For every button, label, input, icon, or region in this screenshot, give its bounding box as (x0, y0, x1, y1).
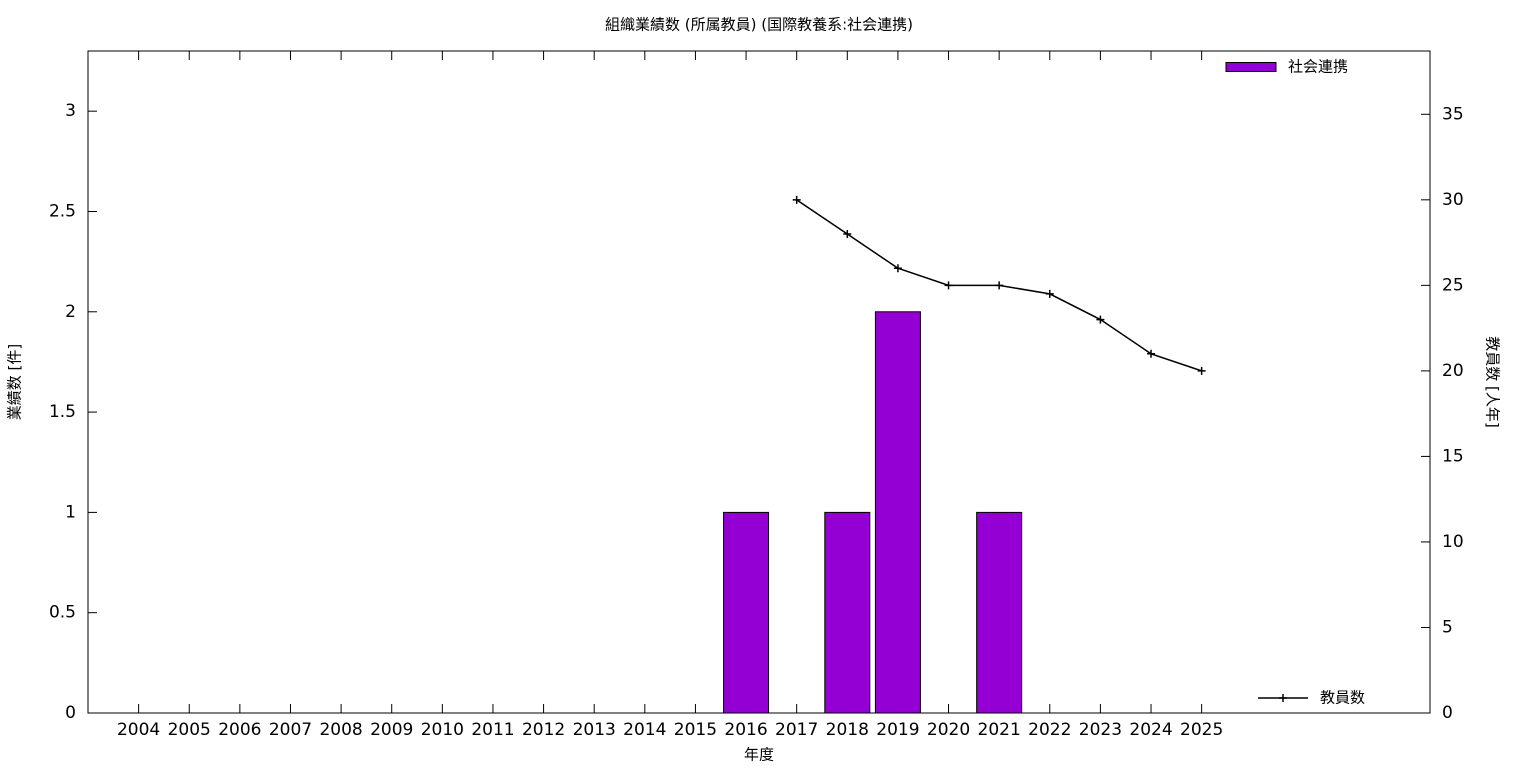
y2-tick-label: 20 (1442, 361, 1464, 381)
legend-swatch (1225, 62, 1277, 72)
x-tick-label: 2017 (775, 720, 818, 740)
bar (824, 511, 871, 714)
x-axis-label: 年度 (744, 746, 774, 764)
x-tick-label: 2012 (522, 720, 565, 740)
x-tick-label: 2008 (319, 720, 362, 740)
point (893, 264, 902, 273)
x-tick-label: 2025 (1180, 720, 1223, 740)
y2-tick-label: 10 (1442, 532, 1464, 552)
y-tick-label: 3 (65, 101, 76, 121)
x-tick-label: 2006 (218, 720, 261, 740)
x-tick-label: 2018 (826, 720, 869, 740)
y-tick-label: 1 (65, 502, 76, 522)
x-tick-label: 2015 (674, 720, 717, 740)
chart-title: 組織業績数 (所属教員) (国際教養系:社会連携) (605, 16, 913, 34)
x-tick-label: 2022 (1028, 720, 1071, 740)
point (1147, 349, 1156, 358)
x-tick-label: 2024 (1129, 720, 1172, 740)
y-tick-label: 2 (65, 302, 76, 322)
x-tick-label: 2011 (471, 720, 514, 740)
legend-label: 社会連携 (1288, 58, 1348, 76)
y-axis-label: 業績数 [件] (6, 344, 24, 420)
point (944, 281, 953, 290)
y2-axis-label: 教員数 [人年] (1484, 336, 1502, 427)
y-tick-label: 0.5 (49, 603, 76, 623)
x-tick-label: 2021 (978, 720, 1021, 740)
point (995, 281, 1004, 290)
x-tick-label: 2014 (623, 720, 666, 740)
x-tick-label: 2009 (370, 720, 413, 740)
x-tick-label: 2023 (1079, 720, 1122, 740)
legend-label: 教員数 (1320, 689, 1365, 707)
x-tick-label: 2005 (168, 720, 211, 740)
x-tick-label: 2004 (117, 720, 160, 740)
point (792, 195, 801, 204)
y2-tick-label: 35 (1442, 104, 1464, 124)
point (843, 230, 852, 239)
x-tick-label: 2016 (724, 720, 767, 740)
y2-tick-label: 0 (1442, 703, 1453, 723)
x-tick-label: 2010 (421, 720, 464, 740)
bar (723, 511, 770, 714)
y2-tick-label: 15 (1442, 446, 1464, 466)
y-tick-label: 1.5 (49, 402, 76, 422)
bar (874, 311, 921, 714)
x-tick-label: 2019 (876, 720, 919, 740)
y-tick-label: 2.5 (49, 201, 76, 221)
x-tick-label: 2013 (573, 720, 616, 740)
y2-tick-label: 5 (1442, 617, 1453, 637)
point (1096, 315, 1105, 324)
x-tick-label: 2020 (927, 720, 970, 740)
y2-tick-label: 30 (1442, 190, 1464, 210)
y2-tick-label: 25 (1442, 275, 1464, 295)
legend-point (1279, 694, 1287, 702)
point (1045, 289, 1054, 298)
x-tick-label: 2007 (269, 720, 312, 740)
point (1197, 366, 1206, 375)
bar (976, 511, 1023, 714)
y-tick-label: 0 (65, 703, 76, 723)
